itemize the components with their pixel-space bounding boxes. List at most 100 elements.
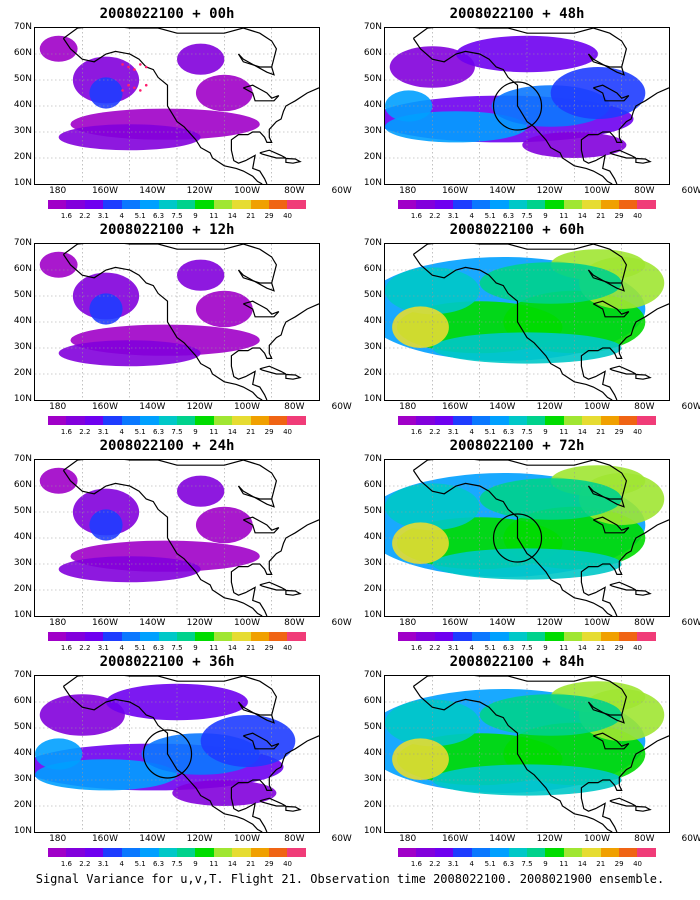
colorbar-swatch [195, 848, 214, 857]
colorbar-label: 4 [119, 860, 124, 868]
colorbar-swatch [508, 848, 527, 857]
forecast-panel: 2008022100 + 60h 70N 60N 50N 40N 30N 20N 10N 180… [352, 222, 700, 437]
colorbar-swatch [637, 632, 656, 641]
lat-tick-label: 70N [13, 22, 32, 32]
colorbar-label: 14 [227, 428, 237, 436]
coastline [635, 157, 652, 164]
coastline [593, 516, 630, 534]
lon-tick-label: 160W [441, 834, 469, 844]
lat-tick-label: 50N [13, 722, 32, 732]
colorbar-label: 14 [227, 860, 237, 868]
observation-dot [139, 63, 142, 66]
colorbar-swatch [66, 416, 85, 425]
colorbar-swatch [582, 416, 601, 425]
colorbar-swatch [416, 416, 435, 425]
colorbar-label: 6.3 [152, 860, 165, 868]
colorbar-label: 9 [193, 428, 198, 436]
colorbar-label: 6.3 [502, 428, 515, 436]
colorbar-swatch [490, 416, 509, 425]
variance-contour [385, 267, 480, 315]
lon-tick-label: 60W [331, 402, 352, 412]
coastline [413, 244, 628, 292]
colorbar-label: 29 [264, 644, 274, 652]
colorbar-swatch [176, 632, 196, 641]
lat-tick-label: 40N [13, 532, 32, 542]
colorbar-label: 9 [543, 428, 548, 436]
lat-tick-label: 10N [13, 394, 32, 404]
colorbar-label: 40 [283, 212, 293, 220]
lon-tick-label: 140W [139, 834, 166, 844]
colorbar-label: 14 [577, 212, 587, 220]
colorbar-swatch [121, 200, 141, 209]
colorbar-label: 9 [193, 860, 198, 868]
lon-tick-label: 60W [681, 834, 700, 844]
lon-tick-label: 120W [536, 402, 563, 412]
lat-tick-label: 20N [13, 584, 32, 594]
lon-tick-label: 60W [331, 618, 352, 628]
lat-tick-label: 10N [363, 610, 382, 620]
lat-tick-label: 70N [363, 454, 382, 464]
lat-tick-label: 50N [363, 74, 382, 84]
colorbar-label: 2.2 [429, 212, 441, 220]
lon-tick-label: 80W [634, 834, 655, 844]
variance-field [385, 249, 665, 364]
lat-tick-label: 70N [13, 238, 32, 248]
lon-tick-label: 80W [634, 618, 655, 628]
colorbar-swatch [526, 416, 546, 425]
colorbar-swatch [48, 848, 67, 857]
coastline [62, 470, 263, 616]
forecast-panel: 2008022100 + 00h 70N 60N 50N 40N 30N 20N 10N 180… [2, 6, 352, 221]
lat-tick-label: 30N [363, 126, 382, 136]
colorbar-swatch [213, 416, 233, 425]
colorbar-label: 14 [227, 644, 237, 652]
colorbar-label: 14 [577, 860, 587, 868]
colorbar-swatch [434, 632, 454, 641]
lon-tick-label: 100W [233, 186, 261, 196]
colorbar-swatch [250, 416, 270, 425]
lat-tick-label: 10N [13, 610, 32, 620]
colorbar-label: 40 [633, 212, 643, 220]
coastline [413, 676, 628, 724]
colorbar-label: 9 [193, 644, 198, 652]
coastline [63, 28, 278, 76]
coastline [230, 303, 319, 400]
coastline [593, 300, 630, 318]
lat-tick-label: 60N [363, 696, 382, 706]
colorbar [48, 416, 306, 425]
coastline [635, 373, 652, 380]
colorbar-swatch [66, 200, 85, 209]
sensitive-region-circle [492, 81, 543, 131]
coastline [412, 254, 613, 400]
panel-title: 2008022100 + 84h [449, 654, 585, 670]
lon-tick-label: 80W [284, 402, 305, 412]
lat-tick-label: 40N [13, 100, 32, 110]
coastline [580, 87, 669, 184]
lat-tick-label: 20N [363, 368, 382, 378]
lon-tick-label: 60W [331, 186, 352, 196]
colorbar-label: 5.1 [484, 860, 496, 868]
variance-contour [479, 694, 622, 736]
colorbar-label: 3.1 [447, 428, 459, 436]
colorbar-label: 1.6 [410, 860, 422, 868]
colorbar-swatch [103, 848, 122, 857]
colorbar-label: 21 [596, 428, 606, 436]
colorbar-swatch [416, 848, 435, 857]
colorbar-swatch [213, 632, 233, 641]
variance-map [384, 27, 670, 185]
observation-dot [133, 86, 136, 90]
variance-map [384, 459, 670, 617]
map-plot [35, 244, 319, 400]
colorbar-swatch [619, 200, 638, 209]
colorbar-swatch [232, 848, 251, 857]
coastline [413, 460, 628, 508]
lat-tick-label: 20N [13, 368, 32, 378]
variance-contour [479, 262, 622, 304]
lon-tick-label: 100W [233, 402, 261, 412]
lat-tick-label: 50N [363, 506, 382, 516]
lon-tick-label: 140W [489, 834, 516, 844]
variance-contour [550, 67, 646, 119]
variance-contour [35, 738, 83, 770]
colorbar-swatch [508, 416, 527, 425]
colorbar-swatch [121, 632, 141, 641]
lon-tick-label: 60W [681, 186, 700, 196]
